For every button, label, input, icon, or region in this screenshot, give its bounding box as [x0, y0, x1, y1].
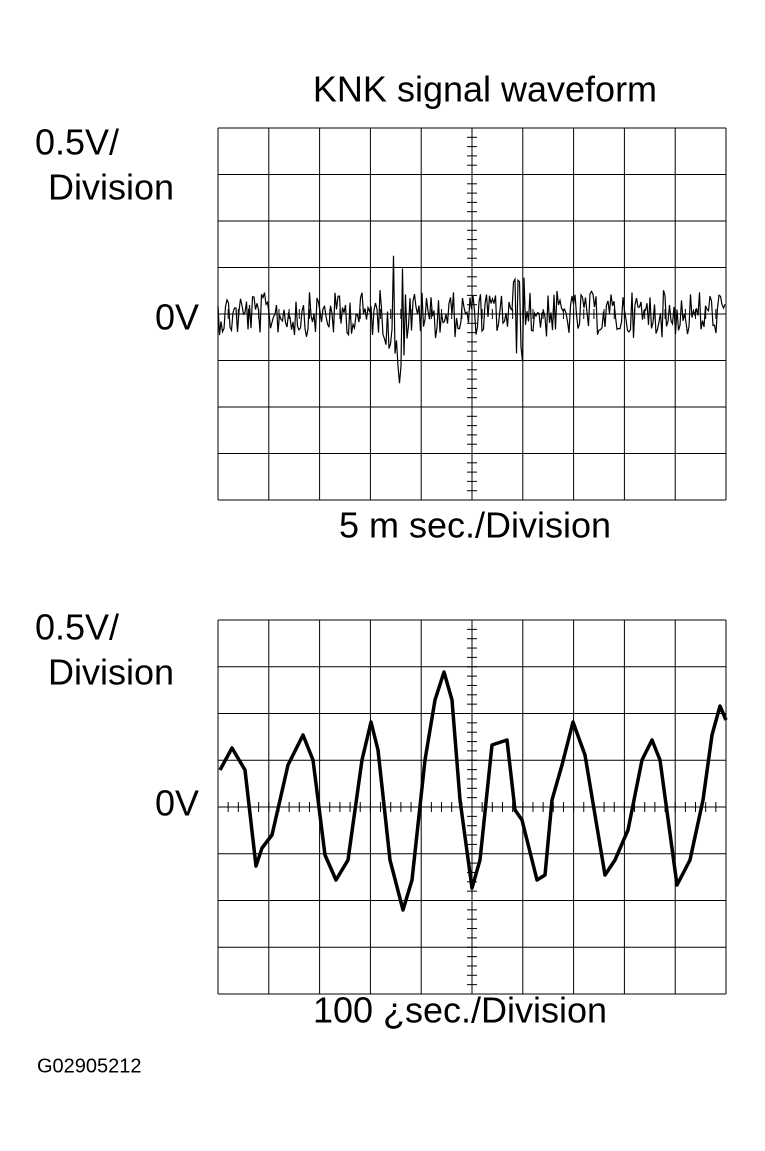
y-scale-unit: Division [48, 652, 174, 693]
title: KNK signal waveform [313, 69, 657, 110]
zero-label: 0V [155, 783, 199, 824]
time-scale: 100 ¿sec./Division [313, 990, 607, 1031]
time-scale: 5 m sec./Division [339, 505, 611, 546]
y-scale-unit: Division [48, 167, 174, 208]
y-scale: 0.5V/ [35, 122, 119, 163]
scope-grid [217, 619, 727, 995]
y-scale: 0.5V/ [35, 607, 119, 648]
noise-waveform [217, 255, 726, 384]
figure-id: G02905212 [37, 1055, 142, 1077]
scope-grid [217, 127, 727, 501]
zero-label: 0V [155, 297, 199, 338]
waveform [218, 670, 728, 912]
